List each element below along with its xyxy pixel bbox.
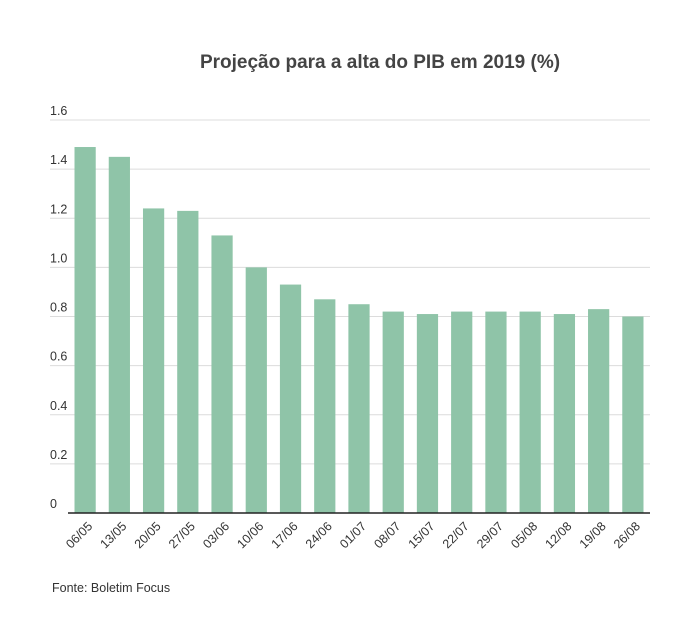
bar xyxy=(314,299,336,513)
x-tick-label: 29/07 xyxy=(474,519,506,551)
chart-title: Projeção para a alta do PIB em 2019 (%) xyxy=(199,52,561,73)
x-tick-label: 15/07 xyxy=(406,519,438,551)
bar xyxy=(279,284,302,513)
bar xyxy=(416,314,439,513)
bar xyxy=(485,311,507,513)
y-tick-label: 0.2 xyxy=(50,448,67,462)
bar xyxy=(177,210,199,513)
bar xyxy=(553,314,576,513)
bar xyxy=(74,147,96,514)
bar xyxy=(451,311,473,513)
bar xyxy=(245,267,267,513)
y-tick-label: 1.2 xyxy=(50,202,67,216)
x-tick-label: 12/08 xyxy=(543,519,575,551)
x-tick-label: 06/05 xyxy=(63,519,95,551)
bars xyxy=(74,147,644,514)
y-tick-label: 0.4 xyxy=(50,399,67,413)
x-tick-label: 05/08 xyxy=(508,519,540,551)
source-note: Fonte: Boletim Focus xyxy=(52,581,171,595)
y-tick-label: 1.0 xyxy=(50,251,67,265)
x-tick-label: 17/06 xyxy=(269,519,301,551)
y-tick-label: 1.4 xyxy=(50,153,67,167)
bar xyxy=(588,309,610,513)
bar xyxy=(519,311,541,513)
bar xyxy=(622,316,644,513)
x-tick-label: 01/07 xyxy=(337,519,369,551)
x-tick-label: 22/07 xyxy=(440,519,472,551)
x-tick-label: 19/08 xyxy=(577,519,609,551)
x-tick-label: 13/05 xyxy=(97,519,129,551)
y-tick-label: 1.6 xyxy=(50,104,67,118)
x-tick-label: 24/06 xyxy=(303,519,335,551)
bar xyxy=(382,311,404,513)
x-tick-label: 08/07 xyxy=(371,519,403,551)
x-tick-label: 26/08 xyxy=(611,519,643,551)
x-tick-label: 27/05 xyxy=(166,519,198,551)
bar xyxy=(348,304,370,513)
x-axis-ticks: 06/05 13/05 20/05 27/05 03/06 10/06 17/06 24/06… xyxy=(63,519,643,551)
bar xyxy=(142,208,165,514)
y-axis-ticks: 0 0.2 0.4 0.6 0.8 1.0 1.2 1.4 1.6 xyxy=(50,104,67,511)
y-tick-label: 0.6 xyxy=(50,350,67,364)
x-tick-label: 03/06 xyxy=(200,519,232,551)
y-tick-label: 0 xyxy=(50,497,57,511)
y-tick-label: 0.8 xyxy=(50,301,67,315)
bar xyxy=(211,235,233,513)
x-tick-label: 10/06 xyxy=(234,519,266,551)
bar xyxy=(108,156,130,513)
x-tick-label: 20/05 xyxy=(132,519,164,551)
